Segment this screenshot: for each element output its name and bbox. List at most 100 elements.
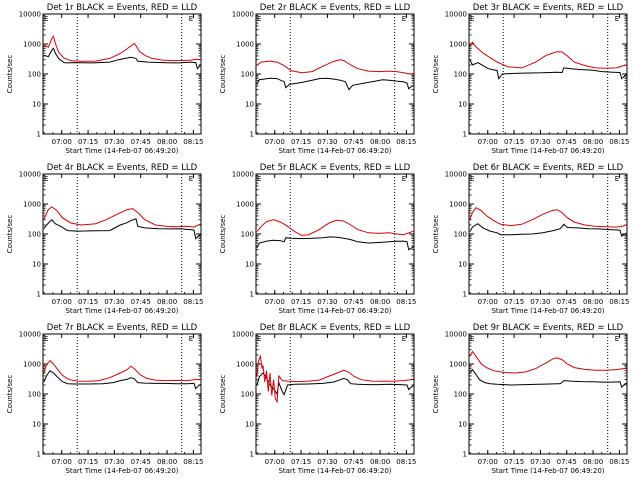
subplot-det-8: Det 8r BLACK = Events, RED = LLD10000100…	[219, 323, 416, 475]
event-marker: E	[402, 15, 406, 23]
x-axis-label: Start Time (14-Feb-07 06:49:20)	[65, 467, 178, 475]
plot-frame	[42, 13, 202, 135]
plot-frame	[42, 173, 202, 295]
subplot-title: Det 2r BLACK = Events, RED = LLD	[260, 3, 411, 13]
x-axis-label: Start Time (14-Feb-07 06:49:20)	[491, 147, 604, 155]
y-tick-label: 100	[28, 231, 41, 239]
subplot-title: Det 8r BLACK = Events, RED = LLD	[260, 323, 411, 333]
x-tick-label: 07:30	[104, 138, 124, 146]
series-lld	[256, 219, 415, 236]
plot-frame	[255, 13, 415, 135]
y-tick-label: 1000	[449, 41, 467, 49]
y-tick-label: 100	[454, 71, 467, 79]
x-tick-label: 08:15	[183, 458, 203, 466]
x-tick-label: 07:45	[557, 298, 577, 306]
subplot-title: Det 6r BLACK = Events, RED = LLD	[473, 163, 624, 173]
series-lld	[469, 207, 628, 228]
event-marker: E	[189, 15, 193, 23]
x-tick-label: 07:15	[504, 458, 524, 466]
x-axis-label: Start Time (14-Feb-07 06:49:20)	[65, 147, 178, 155]
event-marker: E	[44, 175, 48, 183]
subplot-det-5: Det 5r BLACK = Events, RED = LLD 10000 100…	[219, 163, 416, 315]
y-tick-label: 1000	[23, 41, 41, 49]
y-axis-label: Counts/sec	[6, 375, 14, 414]
x-tick-label: 07:45	[557, 458, 577, 466]
x-tick-label: 07:15	[291, 138, 311, 146]
series-events	[256, 77, 415, 91]
series-lld	[43, 206, 202, 228]
series-lld	[43, 359, 202, 382]
x-tick-label: 08:15	[396, 458, 416, 466]
y-tick-label: 10	[245, 421, 254, 429]
y-tick-label: 1	[250, 451, 254, 459]
y-tick-label: 1	[37, 291, 41, 299]
event-marker: E	[402, 335, 406, 343]
y-tick-label: 1000	[449, 361, 467, 369]
x-tick-label: 08:00	[157, 458, 177, 466]
y-tick-label: 10	[458, 101, 467, 109]
plot-frame	[468, 173, 628, 295]
subplot-title: Det 7r BLACK = Events, RED = LLD	[47, 323, 198, 333]
x-tick-label: 08:00	[583, 298, 603, 306]
y-tick-label: 10000	[232, 171, 254, 179]
y-tick-label: 100	[454, 231, 467, 239]
subplot-det-4: Det 4r BLACK = Events, RED = LLD10000100…	[6, 163, 203, 315]
x-tick-label: 07:00	[478, 298, 498, 306]
y-tick-label: 1	[37, 451, 41, 459]
x-tick-label: 07:45	[344, 138, 364, 146]
y-tick-label: 1	[250, 291, 254, 299]
series-events	[469, 59, 628, 80]
x-tick-label: 07:15	[78, 458, 98, 466]
subplot-title: Det 5r BLACK = Events, RED = LLD	[260, 163, 411, 173]
x-tick-label: 08:00	[157, 138, 177, 146]
y-axis-label: Counts/sec	[219, 55, 227, 94]
subplot-title: Det 1r BLACK = Events, RED = LLD	[47, 3, 198, 13]
x-tick-label: 08:15	[396, 298, 416, 306]
x-tick-label: 08:00	[370, 298, 390, 306]
event-marker: E	[470, 335, 474, 343]
plot-frame	[255, 333, 415, 455]
event-marker: E	[402, 175, 406, 183]
y-tick-label: 100	[241, 391, 254, 399]
series-lld	[256, 59, 415, 75]
x-axis-label: Start Time (14-Feb-07 06:49:20)	[278, 307, 391, 315]
x-tick-label: 07:00	[265, 138, 285, 146]
x-tick-label: 07:45	[557, 138, 577, 146]
event-marker: E	[470, 15, 474, 23]
x-tick-label: 08:00	[583, 458, 603, 466]
x-tick-label: 07:30	[530, 458, 550, 466]
event-marker: E	[189, 335, 193, 343]
subplot-det-3: Det 3r BLACK = Events, RED = LLD10000100…	[432, 3, 629, 155]
subplot-det-7: Det 7r BLACK = Events, RED = LLD10000100…	[6, 323, 203, 475]
x-tick-label: 08:15	[609, 298, 629, 306]
series-events	[256, 372, 415, 396]
y-tick-label: 1000	[236, 41, 254, 49]
x-tick-label: 07:00	[265, 458, 285, 466]
y-tick-label: 10000	[19, 11, 41, 19]
x-tick-label: 07:45	[131, 138, 151, 146]
x-tick-label: 07:15	[78, 298, 98, 306]
x-tick-label: 08:00	[370, 458, 390, 466]
event-marker: E	[470, 175, 474, 183]
y-tick-label: 100	[454, 391, 467, 399]
event-marker: E	[615, 175, 619, 183]
x-tick-label: 07:15	[78, 138, 98, 146]
x-tick-label: 07:00	[52, 298, 72, 306]
x-tick-label: 07:15	[291, 458, 311, 466]
subplot-det-1: Det 1r BLACK = Events, RED = LLD 10000 100…	[6, 3, 203, 155]
y-tick-label: 10000	[445, 11, 467, 19]
y-axis-label: Counts/sec	[432, 55, 440, 94]
subplot-det-6: Det 6r BLACK = Events, RED = LLD10000100…	[432, 163, 629, 315]
y-tick-label: 1000	[23, 201, 41, 209]
x-tick-label: 07:30	[530, 138, 550, 146]
x-tick-label: 07:00	[52, 138, 72, 146]
y-tick-label: 1000	[236, 201, 254, 209]
series-lld	[256, 354, 415, 404]
event-marker: E	[257, 175, 261, 183]
subplot-title: Det 3r BLACK = Events, RED = LLD	[473, 3, 624, 13]
x-axis-label: Start Time (14-Feb-07 06:49:20)	[278, 467, 391, 475]
x-tick-label: 07:30	[317, 138, 337, 146]
y-tick-label: 10	[32, 261, 41, 269]
subplot-title: Det 4r BLACK = Events, RED = LLD	[47, 163, 198, 173]
y-axis-label: Counts/sec	[6, 215, 14, 254]
